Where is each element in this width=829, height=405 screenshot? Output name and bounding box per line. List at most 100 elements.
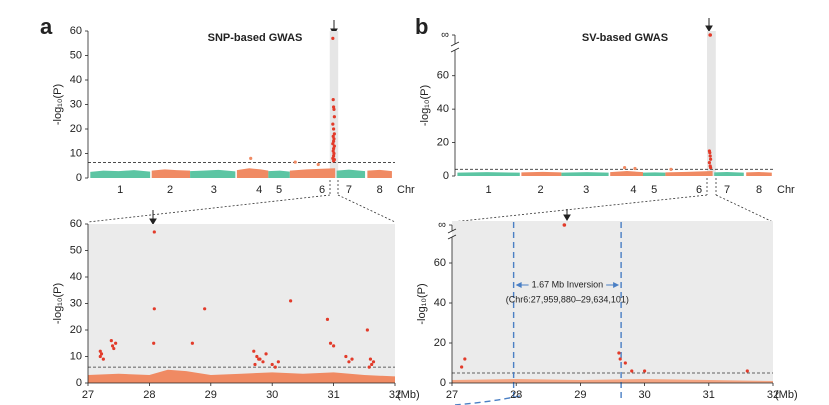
x-tick-label: 6 — [696, 184, 702, 196]
point — [203, 307, 207, 311]
y-tick-label: 0 — [76, 377, 82, 389]
density-band — [236, 168, 269, 178]
arrows — [149, 18, 713, 225]
point — [253, 362, 257, 367]
x-tick-label: 7 — [346, 184, 352, 196]
density-band — [452, 379, 773, 383]
density-band — [190, 169, 236, 178]
point — [332, 107, 336, 111]
point — [367, 365, 371, 369]
density-band — [746, 171, 772, 176]
point — [325, 317, 330, 321]
point — [273, 365, 277, 369]
point — [110, 344, 115, 348]
point — [261, 360, 265, 364]
point — [643, 369, 647, 373]
x-tick-label: 8 — [377, 184, 383, 196]
y-tick-label: 20 — [70, 123, 82, 135]
y-tick-label: 50 — [70, 49, 82, 61]
point — [365, 328, 369, 332]
y-tick-label: ∞ — [441, 29, 449, 41]
y-tick-label: 60 — [437, 70, 449, 82]
x-tick-label: 6 — [319, 184, 325, 196]
connector — [87, 194, 331, 223]
density-band — [610, 170, 643, 176]
density-band — [289, 168, 336, 178]
y-tick-label: 40 — [437, 103, 449, 115]
x-tick-label: 8 — [756, 184, 762, 196]
point — [101, 357, 105, 361]
point — [98, 354, 102, 359]
point — [332, 137, 336, 141]
x-tick-label: 2 — [167, 184, 173, 196]
point — [332, 139, 336, 143]
point — [331, 36, 335, 40]
point — [633, 166, 637, 171]
x-tick-label: 32 — [389, 389, 401, 401]
x-tick-label: 31 — [327, 389, 339, 401]
point — [270, 362, 274, 367]
y-tick-label: 20 — [434, 337, 446, 349]
point — [332, 105, 336, 109]
point — [276, 360, 280, 364]
y-tick-label: 50 — [70, 244, 82, 256]
x-tick-label: 4 — [256, 184, 262, 196]
point — [190, 341, 194, 345]
y-tick-label: 40 — [70, 74, 82, 86]
x-tick-label: 29 — [574, 389, 586, 401]
point — [347, 360, 351, 364]
point — [316, 162, 320, 167]
density-band — [457, 172, 520, 176]
plot-background — [452, 221, 773, 383]
x-axis-label: (Mb) — [397, 389, 420, 401]
x-tick-label: 27 — [82, 389, 94, 401]
point — [709, 157, 713, 161]
y-tick-label: 30 — [70, 98, 82, 110]
point — [368, 357, 373, 361]
density-band — [336, 169, 366, 178]
x-tick-label: 5 — [651, 184, 657, 196]
density-band — [714, 171, 744, 176]
x-tick-label: 7 — [724, 184, 730, 196]
x-tick-label: 28 — [510, 389, 522, 401]
panel: ∞ 0 20 40 60 -log₁₀(P) 1 2 3 4 5 6 7 8 Chr SV-based GWA… — [415, 14, 795, 196]
point — [708, 154, 712, 158]
axis-break — [447, 228, 457, 240]
point — [332, 344, 336, 348]
point — [152, 341, 156, 345]
x-tick-label: 30 — [266, 389, 278, 401]
x-tick-label: 1 — [486, 184, 492, 196]
point — [252, 349, 256, 353]
connectors — [87, 178, 774, 223]
point — [332, 144, 336, 148]
point — [331, 134, 335, 138]
y-tick-label: 60 — [70, 25, 82, 37]
y-axis-label: -log₁₀(P) — [52, 84, 64, 125]
point — [332, 132, 336, 136]
point — [460, 365, 464, 369]
point — [617, 351, 621, 355]
point — [99, 352, 104, 356]
density-band — [521, 171, 562, 176]
density-band — [268, 170, 290, 178]
x-tick-label: 32 — [767, 389, 779, 401]
point — [331, 149, 335, 153]
panel: 1.67 Mb Inversion (Chr6:27,959,880–29,634… — [416, 219, 798, 401]
arrow-head — [563, 214, 571, 221]
y-axis-label: -log₁₀(P) — [419, 85, 431, 126]
y-tick-label: 0 — [76, 172, 82, 184]
point — [264, 352, 268, 356]
point — [630, 369, 634, 373]
density-band — [90, 170, 151, 178]
arrow-head — [705, 25, 713, 32]
y-axis-label: -log₁₀(P) — [52, 283, 64, 324]
point-infinite — [708, 33, 712, 37]
arrow-head — [149, 218, 157, 225]
y-tick-label: 0 — [443, 170, 449, 182]
point — [328, 341, 333, 345]
point — [332, 159, 336, 163]
point — [350, 357, 354, 361]
point — [332, 127, 336, 131]
x-axis-label: Chr — [397, 184, 415, 196]
